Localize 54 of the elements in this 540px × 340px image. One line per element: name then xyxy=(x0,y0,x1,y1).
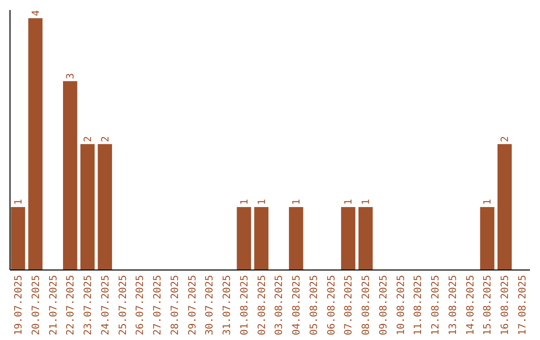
bar xyxy=(28,18,42,270)
x-tick-label: 25.07.2025 xyxy=(118,275,129,336)
x-tick-label: 15.08.2025 xyxy=(482,275,494,336)
x-tick-label: 11.08.2025 xyxy=(413,275,424,336)
data-label: 1 xyxy=(239,199,250,206)
x-tick-label: 06.08.2025 xyxy=(326,275,338,336)
bar xyxy=(80,144,95,270)
data-label: 1 xyxy=(256,199,268,206)
x-tick-label: 21.07.2025 xyxy=(48,275,60,336)
x-tick-label: 13.08.2025 xyxy=(448,275,459,336)
x-tick-label: 20.07.2025 xyxy=(30,275,42,336)
x-tick-label: 19.07.2025 xyxy=(13,275,24,336)
data-label: 1 xyxy=(344,199,355,206)
x-tick-label: 08.08.2025 xyxy=(361,275,372,336)
x-tick-label: 09.08.2025 xyxy=(378,275,390,336)
x-tick-label: 02.08.2025 xyxy=(256,275,268,336)
bar xyxy=(254,207,268,270)
bar xyxy=(498,144,512,270)
data-label: 3 xyxy=(66,73,77,80)
x-tick-label: 31.07.2025 xyxy=(222,275,234,336)
x-tick-label: 04.08.2025 xyxy=(292,275,303,336)
x-tick-label: 27.07.2025 xyxy=(152,275,164,336)
data-label: 1 xyxy=(292,199,303,206)
data-label: 2 xyxy=(100,136,112,142)
x-tick-label: 17.08.2025 xyxy=(518,275,529,336)
data-label: 1 xyxy=(13,199,24,206)
x-tick-label: 30.07.2025 xyxy=(204,275,216,336)
bar xyxy=(480,207,494,270)
bar xyxy=(341,207,356,270)
x-tick-label: 14.08.2025 xyxy=(465,275,476,336)
bar xyxy=(63,81,78,270)
x-tick-label: 10.08.2025 xyxy=(396,275,407,336)
x-tick-label: 07.08.2025 xyxy=(344,275,355,336)
bar xyxy=(10,207,26,270)
bar xyxy=(358,207,373,270)
x-tick-label: 16.08.2025 xyxy=(500,275,512,336)
data-label: 2 xyxy=(500,136,512,142)
x-tick-label: 23.07.2025 xyxy=(83,275,94,336)
bar xyxy=(288,207,304,270)
x-tick-label: 22.07.2025 xyxy=(66,275,77,336)
x-tick-label: 01.08.2025 xyxy=(239,275,250,336)
x-tick-label: 12.08.2025 xyxy=(430,275,442,336)
bar xyxy=(236,207,252,270)
data-label: 4 xyxy=(30,10,42,16)
data-label: 1 xyxy=(361,199,372,206)
data-label: 1 xyxy=(482,199,494,206)
x-tick-label: 29.07.2025 xyxy=(187,275,198,336)
x-tick-label: 28.07.2025 xyxy=(170,275,181,336)
x-tick-label: 05.08.2025 xyxy=(308,275,320,336)
data-label: 2 xyxy=(83,136,94,142)
x-tick-label: 24.07.2025 xyxy=(100,275,112,336)
x-tick-label: 03.08.2025 xyxy=(274,275,286,336)
x-tick-label: 26.07.2025 xyxy=(135,275,146,336)
bar xyxy=(98,144,112,270)
